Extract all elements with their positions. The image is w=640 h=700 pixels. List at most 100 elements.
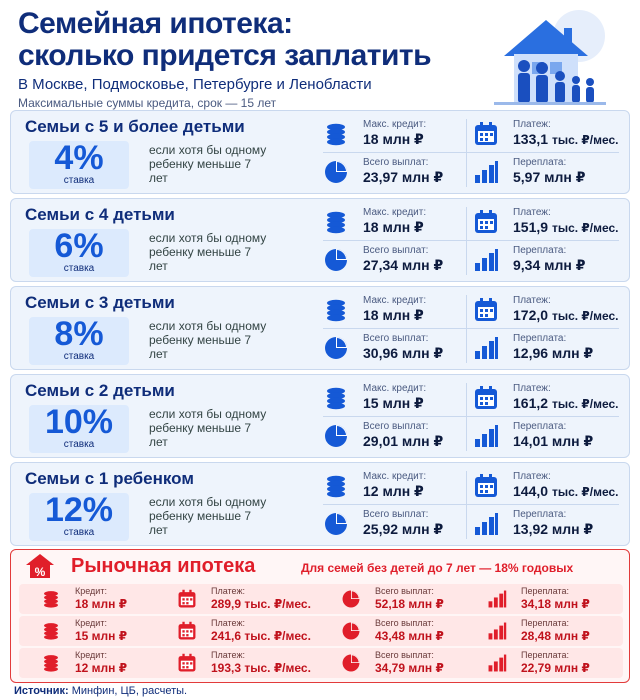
total-label: Всего выплат:: [363, 157, 429, 168]
rate-box: 6% ставка: [29, 229, 129, 277]
coins-icon: [323, 209, 349, 235]
monthly-payment: Платеж: 144,0 тыс. ₽/мес.: [473, 469, 623, 507]
family-card: Семьи с 4 детьми 6% ставка если хотя бы …: [10, 198, 630, 282]
max-credit: Макс. кредит: 15 млн ₽: [323, 381, 473, 419]
condition-text: если хотя бы одному ребенку меньше 7 лет: [149, 231, 267, 273]
coins-icon: [41, 653, 61, 673]
market-overpay-label: Переплата:: [521, 586, 569, 596]
source-label: Источник:: [14, 685, 69, 697]
pie-chart-icon: [323, 247, 349, 273]
rate-label: ставка: [63, 439, 95, 450]
market-mortgage-panel: % Рыночная ипотека Для семей без детей д…: [10, 549, 630, 683]
card-title: Семьи с 5 и более детьми: [25, 117, 245, 136]
overpay-value: 9,34 млн ₽: [513, 257, 586, 273]
market-payment-value: 241,6 тыс. ₽/мес.: [211, 629, 311, 643]
max-credit-value: 12 млн ₽: [363, 483, 424, 499]
title-line-1: Семейная ипотека:: [18, 7, 293, 40]
rate-box: 8% ставка: [29, 317, 129, 365]
rate-label: ставка: [63, 527, 95, 538]
family-rate-cards: Семьи с 5 и более детьми 4% ставка если …: [10, 110, 630, 550]
market-credit-value: 12 млн ₽: [75, 661, 128, 675]
max-credit: Макс. кредит: 18 млн ₽: [323, 117, 473, 155]
market-total-value: 43,48 млн ₽: [375, 629, 444, 643]
market-total-label: Всего выплат:: [375, 650, 434, 660]
subtitle: В Москве, Подмосковье, Петербурге и Лено…: [18, 76, 372, 93]
market-total-label: Всего выплат:: [375, 586, 434, 596]
overpay-label: Переплата:: [513, 157, 567, 168]
rate-label: ставка: [63, 175, 95, 186]
overpayment: Переплата: 5,97 млн ₽: [473, 155, 623, 193]
market-payment-label: Платеж:: [211, 586, 245, 596]
coins-icon: [323, 121, 349, 147]
payment-label: Платеж:: [513, 295, 551, 306]
condition-text: если хотя бы одному ребенку меньше 7 лет: [149, 319, 267, 361]
overpay-label: Переплата:: [513, 245, 567, 256]
max-credit: Макс. кредит: 18 млн ₽: [323, 293, 473, 331]
overpay-label: Переплата:: [513, 421, 567, 432]
overpayment: Переплата: 9,34 млн ₽: [473, 243, 623, 281]
payment-label: Платеж:: [513, 383, 551, 394]
total-value: 30,96 млн ₽: [363, 345, 444, 361]
overpayment: Переплата: 13,92 млн ₽: [473, 507, 623, 545]
payment-label: Платеж:: [513, 207, 551, 218]
pie-chart-icon: [323, 335, 349, 361]
payment-unit: тыс. ₽/мес.: [551, 221, 619, 235]
source-text: Минфин, ЦБ, расчеты.: [71, 685, 188, 697]
total-value: 27,34 млн ₽: [363, 257, 444, 273]
max-credit-label: Макс. кредит:: [363, 383, 427, 394]
max-credit-label: Макс. кредит:: [363, 119, 427, 130]
max-credit-value: 18 млн ₽: [363, 131, 424, 147]
coins-icon: [41, 589, 61, 609]
overpay-value: 13,92 млн ₽: [513, 521, 594, 537]
max-credit-label: Макс. кредит:: [363, 471, 427, 482]
bar-chart-icon: [473, 159, 499, 185]
divider: [323, 504, 619, 505]
source-line: Источник: Минфин, ЦБ, расчеты.: [14, 685, 187, 697]
calendar-icon: [473, 209, 499, 235]
pie-chart-icon: [341, 589, 361, 609]
payment-amount: 144,0: [513, 483, 549, 499]
payment-value: 172,0 тыс. ₽/мес.: [513, 307, 619, 323]
total-label: Всего выплат:: [363, 333, 429, 344]
divider: [466, 119, 467, 187]
payment-amount: 161,2: [513, 395, 549, 411]
total-value: 29,01 млн ₽: [363, 433, 444, 449]
calendar-icon: [177, 653, 197, 673]
calendar-icon: [177, 589, 197, 609]
monthly-payment: Платеж: 161,2 тыс. ₽/мес.: [473, 381, 623, 419]
pie-chart-icon: [323, 423, 349, 449]
payment-unit: тыс. ₽/мес.: [551, 133, 619, 147]
monthly-payment: Платеж: 172,0 тыс. ₽/мес.: [473, 293, 623, 331]
total-payments: Всего выплат: 30,96 млн ₽: [323, 331, 473, 369]
bar-chart-icon: [473, 335, 499, 361]
market-row: Кредит: 15 млн ₽ Платеж: 241,6 тыс. ₽/ме…: [19, 616, 623, 646]
total-value: 23,97 млн ₽: [363, 169, 444, 185]
payment-value: 144,0 тыс. ₽/мес.: [513, 483, 619, 499]
total-payments: Всего выплат: 27,34 млн ₽: [323, 243, 473, 281]
total-label: Всего выплат:: [363, 245, 429, 256]
total-label: Всего выплат:: [363, 421, 429, 432]
market-overpay-value: 22,79 млн ₽: [521, 661, 590, 675]
family-card: Семьи с 1 ребенком 12% ставка если хотя …: [10, 462, 630, 546]
market-header: % Рыночная ипотека Для семей без детей д…: [11, 550, 629, 580]
total-payments: Всего выплат: 23,97 млн ₽: [323, 155, 473, 193]
max-credit-label: Макс. кредит:: [363, 207, 427, 218]
market-overpay-value: 28,48 млн ₽: [521, 629, 590, 643]
overpay-value: 5,97 млн ₽: [513, 169, 586, 185]
payment-amount: 151,9: [513, 219, 549, 235]
market-credit-value: 18 млн ₽: [75, 597, 128, 611]
bar-chart-icon: [473, 423, 499, 449]
payment-value: 161,2 тыс. ₽/мес.: [513, 395, 619, 411]
percent-house-icon: %: [26, 554, 54, 579]
market-overpay-label: Переплата:: [521, 618, 569, 628]
card-title: Семьи с 3 детьми: [25, 293, 175, 312]
market-overpay-value: 34,18 млн ₽: [521, 597, 590, 611]
market-title: Рыночная ипотека: [71, 555, 256, 577]
monthly-payment: Платеж: 151,9 тыс. ₽/мес.: [473, 205, 623, 243]
monthly-payment: Платеж: 133,1 тыс. ₽/мес.: [473, 117, 623, 155]
card-title: Семьи с 1 ребенком: [25, 469, 194, 488]
rate-value: 4%: [54, 139, 104, 177]
total-value: 25,92 млн ₽: [363, 521, 444, 537]
coins-icon: [323, 473, 349, 499]
payment-value: 133,1 тыс. ₽/мес.: [513, 131, 619, 147]
